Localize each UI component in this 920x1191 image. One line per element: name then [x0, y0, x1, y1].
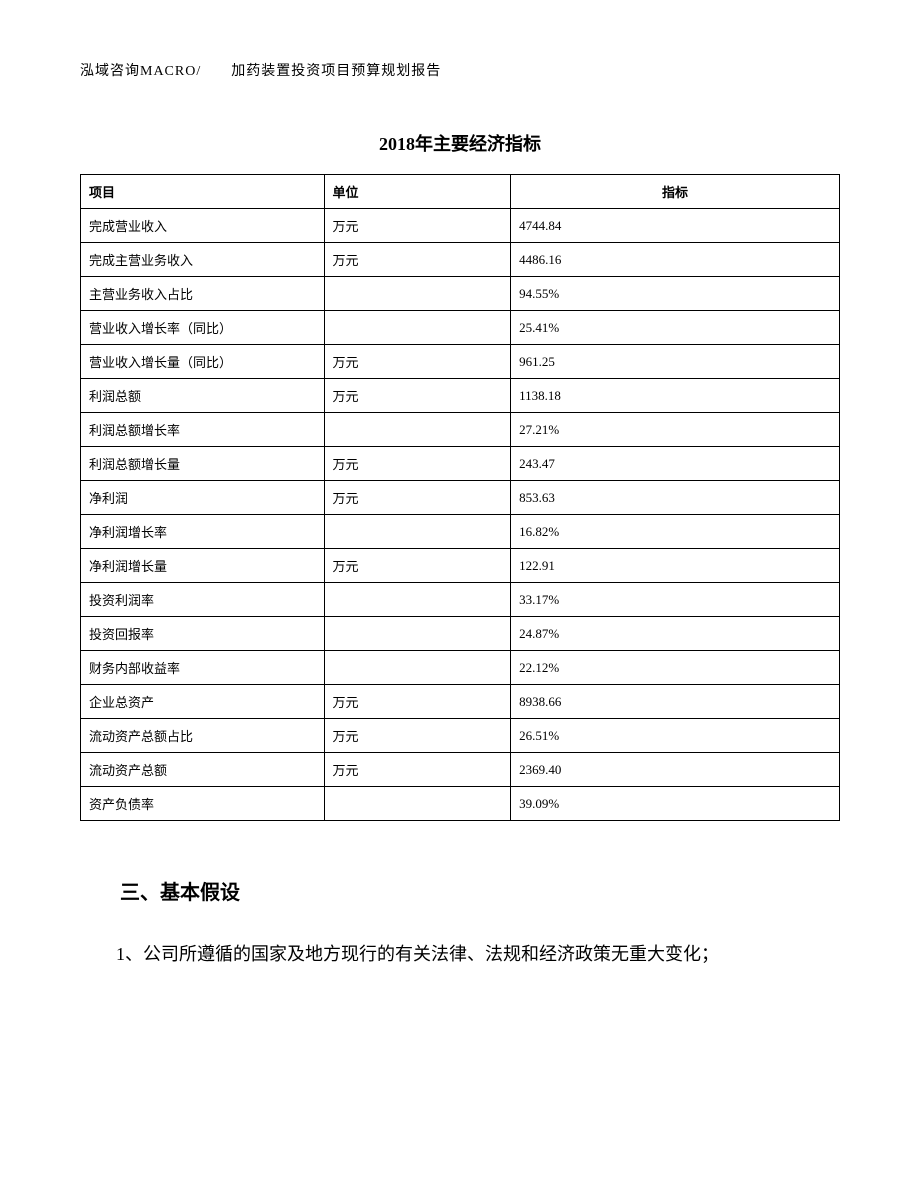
cell-value: 961.25 [511, 345, 840, 379]
table-row: 营业收入增长率（同比） 25.41% [81, 311, 840, 345]
cell-value: 24.87% [511, 617, 840, 651]
cell-unit [324, 787, 511, 821]
cell-value: 122.91 [511, 549, 840, 583]
cell-item: 资产负债率 [81, 787, 325, 821]
cell-unit [324, 651, 511, 685]
section-heading: 三、基本假设 [80, 876, 840, 905]
table-row: 投资利润率 33.17% [81, 583, 840, 617]
cell-value: 94.55% [511, 277, 840, 311]
col-header-unit: 单位 [324, 175, 511, 209]
cell-unit: 万元 [324, 685, 511, 719]
table-row: 净利润增长量万元122.91 [81, 549, 840, 583]
cell-item: 利润总额 [81, 379, 325, 413]
table-row: 资产负债率 39.09% [81, 787, 840, 821]
table-row: 流动资产总额占比万元26.51% [81, 719, 840, 753]
cell-unit: 万元 [324, 447, 511, 481]
table-row: 净利润增长率 16.82% [81, 515, 840, 549]
cell-unit [324, 515, 511, 549]
cell-value: 27.21% [511, 413, 840, 447]
cell-item: 营业收入增长率（同比） [81, 311, 325, 345]
cell-value: 4486.16 [511, 243, 840, 277]
cell-item: 完成主营业务收入 [81, 243, 325, 277]
cell-unit: 万元 [324, 481, 511, 515]
cell-value: 2369.40 [511, 753, 840, 787]
table-header-row: 项目 单位 指标 [81, 175, 840, 209]
cell-value: 4744.84 [511, 209, 840, 243]
cell-item: 净利润增长率 [81, 515, 325, 549]
table-title: 2018年主要经济指标 [80, 130, 840, 156]
table-row: 净利润万元853.63 [81, 481, 840, 515]
page: 泓域咨询MACRO/ 加药装置投资项目预算规划报告 2018年主要经济指标 项目… [0, 0, 920, 1035]
cell-unit: 万元 [324, 753, 511, 787]
page-header: 泓域咨询MACRO/ 加药装置投资项目预算规划报告 [80, 60, 840, 80]
cell-value: 33.17% [511, 583, 840, 617]
cell-item: 流动资产总额占比 [81, 719, 325, 753]
col-header-item: 项目 [81, 175, 325, 209]
cell-value: 243.47 [511, 447, 840, 481]
cell-item: 企业总资产 [81, 685, 325, 719]
body-paragraph: 1、公司所遵循的国家及地方现行的有关法律、法规和经济政策无重大变化； [80, 935, 840, 975]
table-row: 主营业务收入占比 94.55% [81, 277, 840, 311]
cell-value: 39.09% [511, 787, 840, 821]
cell-item: 投资利润率 [81, 583, 325, 617]
cell-unit [324, 311, 511, 345]
cell-unit [324, 277, 511, 311]
cell-unit [324, 413, 511, 447]
economic-indicators-table: 项目 单位 指标 完成营业收入万元4744.84完成主营业务收入万元4486.1… [80, 174, 840, 821]
cell-item: 完成营业收入 [81, 209, 325, 243]
cell-value: 1138.18 [511, 379, 840, 413]
table-row: 财务内部收益率 22.12% [81, 651, 840, 685]
cell-unit: 万元 [324, 379, 511, 413]
table-row: 利润总额万元1138.18 [81, 379, 840, 413]
cell-unit: 万元 [324, 209, 511, 243]
cell-unit: 万元 [324, 719, 511, 753]
table-row: 完成营业收入万元4744.84 [81, 209, 840, 243]
cell-item: 主营业务收入占比 [81, 277, 325, 311]
cell-item: 投资回报率 [81, 617, 325, 651]
table-row: 利润总额增长量万元243.47 [81, 447, 840, 481]
cell-item: 利润总额增长率 [81, 413, 325, 447]
cell-unit: 万元 [324, 243, 511, 277]
cell-item: 利润总额增长量 [81, 447, 325, 481]
cell-value: 25.41% [511, 311, 840, 345]
col-header-value: 指标 [511, 175, 840, 209]
cell-item: 财务内部收益率 [81, 651, 325, 685]
cell-unit: 万元 [324, 549, 511, 583]
table-row: 利润总额增长率 27.21% [81, 413, 840, 447]
cell-unit [324, 583, 511, 617]
cell-unit [324, 617, 511, 651]
table-row: 完成主营业务收入万元4486.16 [81, 243, 840, 277]
cell-value: 22.12% [511, 651, 840, 685]
table-row: 投资回报率 24.87% [81, 617, 840, 651]
cell-item: 净利润 [81, 481, 325, 515]
cell-item: 营业收入增长量（同比） [81, 345, 325, 379]
cell-unit: 万元 [324, 345, 511, 379]
cell-value: 8938.66 [511, 685, 840, 719]
table-row: 流动资产总额万元2369.40 [81, 753, 840, 787]
cell-value: 26.51% [511, 719, 840, 753]
table-row: 企业总资产万元8938.66 [81, 685, 840, 719]
cell-value: 16.82% [511, 515, 840, 549]
cell-item: 流动资产总额 [81, 753, 325, 787]
cell-value: 853.63 [511, 481, 840, 515]
table-row: 营业收入增长量（同比）万元961.25 [81, 345, 840, 379]
cell-item: 净利润增长量 [81, 549, 325, 583]
